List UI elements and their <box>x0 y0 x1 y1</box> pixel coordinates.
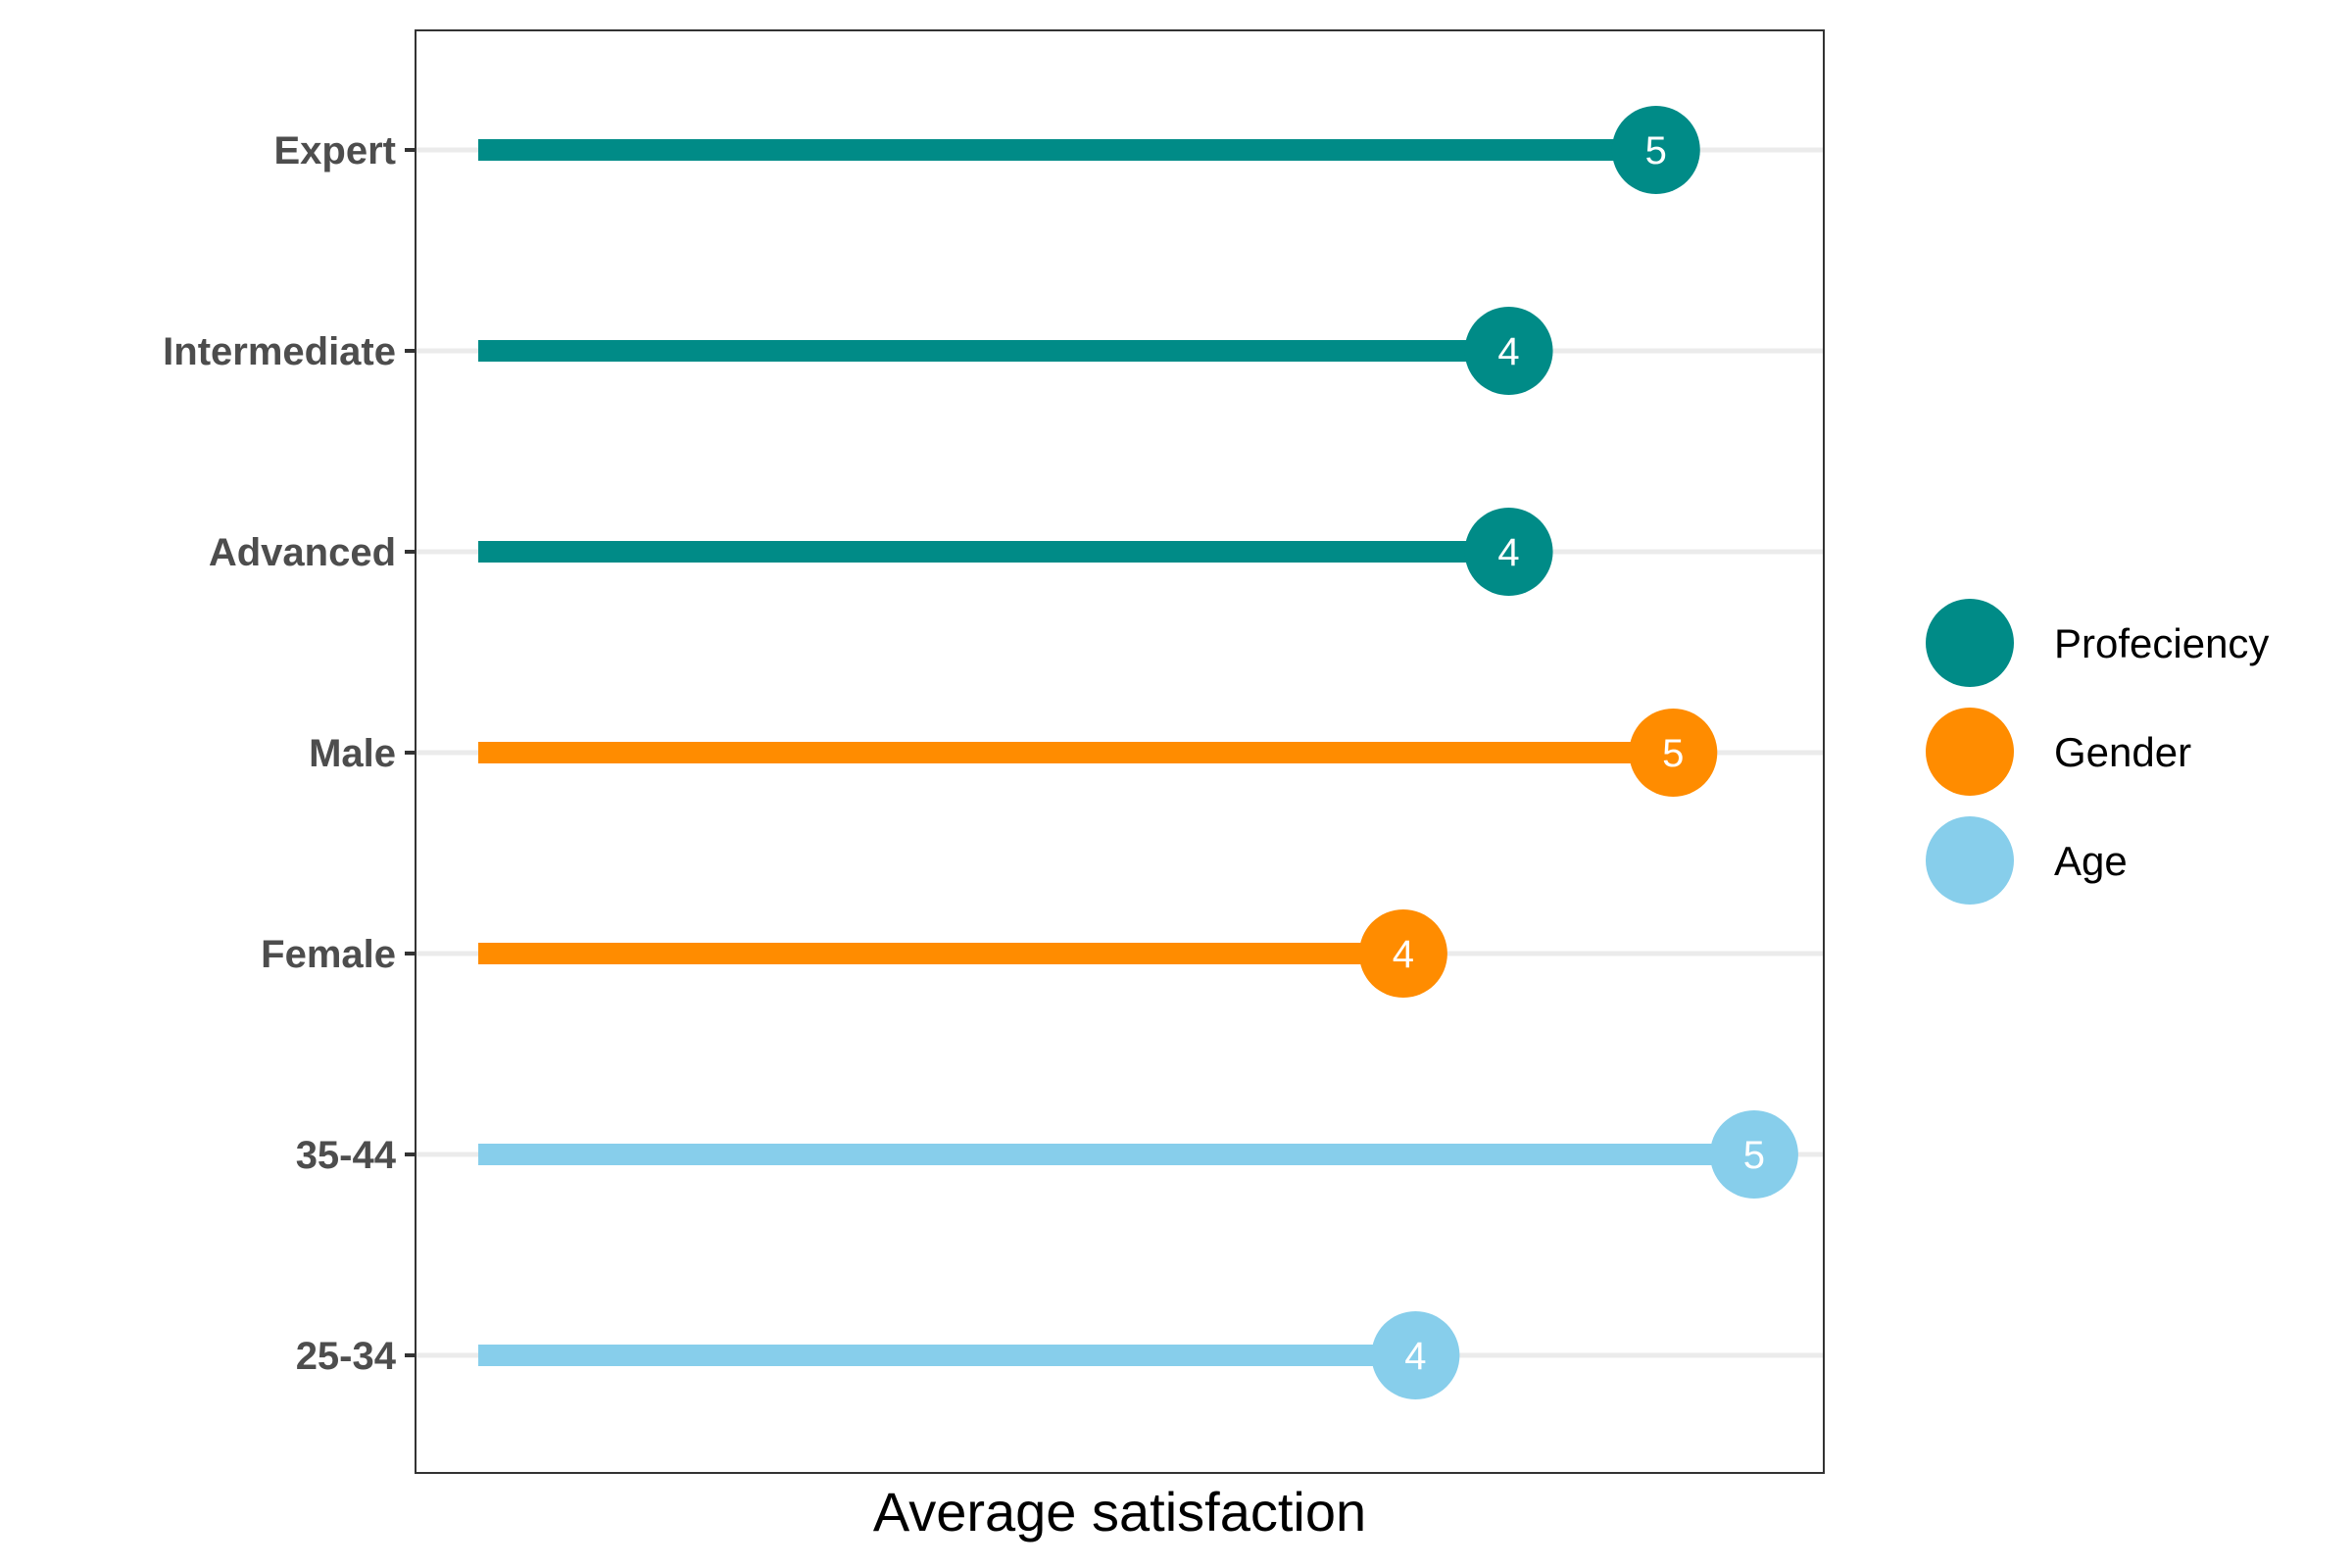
legend-key <box>1926 708 2014 796</box>
data-label: 4 <box>1497 531 1519 574</box>
legend-key <box>1926 816 2014 905</box>
x-axis-title: Average satisfaction <box>873 1481 1366 1543</box>
y-tick-label: Male <box>309 732 396 775</box>
legend: Profeciency Gender Age <box>1926 599 2269 905</box>
lollipop-point <box>1464 307 1553 395</box>
y-tick-label: Female <box>261 933 396 976</box>
data-label: 4 <box>1393 933 1414 976</box>
y-tick-label: Advanced <box>209 531 396 574</box>
y-tick-label: 35-44 <box>296 1134 397 1177</box>
y-axis: Expert Intermediate Advanced Male Female 35-4… <box>163 129 416 1378</box>
y-tick-label: Intermediate <box>163 330 396 373</box>
lollipop-point <box>1358 909 1447 998</box>
lollipop-point <box>1629 709 1718 797</box>
lollipop-point <box>1709 1110 1798 1199</box>
data-label: 4 <box>1497 330 1519 373</box>
lollipop-point <box>1464 508 1553 596</box>
y-tick-label: Expert <box>274 129 397 172</box>
legend-label: Age <box>2054 838 2128 884</box>
lollipop-point <box>1371 1311 1460 1399</box>
data-label: 5 <box>1743 1134 1765 1177</box>
data-label: 5 <box>1645 129 1667 172</box>
legend-key <box>1926 599 2014 687</box>
legend-label: Profeciency <box>2054 620 2269 666</box>
lollipop-point <box>1611 106 1700 194</box>
y-tick-label: 25-34 <box>296 1335 397 1378</box>
data-marks: 5 4 4 5 4 5 4 <box>478 106 1798 1399</box>
data-label: 5 <box>1662 732 1684 775</box>
data-label: 4 <box>1404 1335 1426 1378</box>
legend-label: Gender <box>2054 729 2191 775</box>
